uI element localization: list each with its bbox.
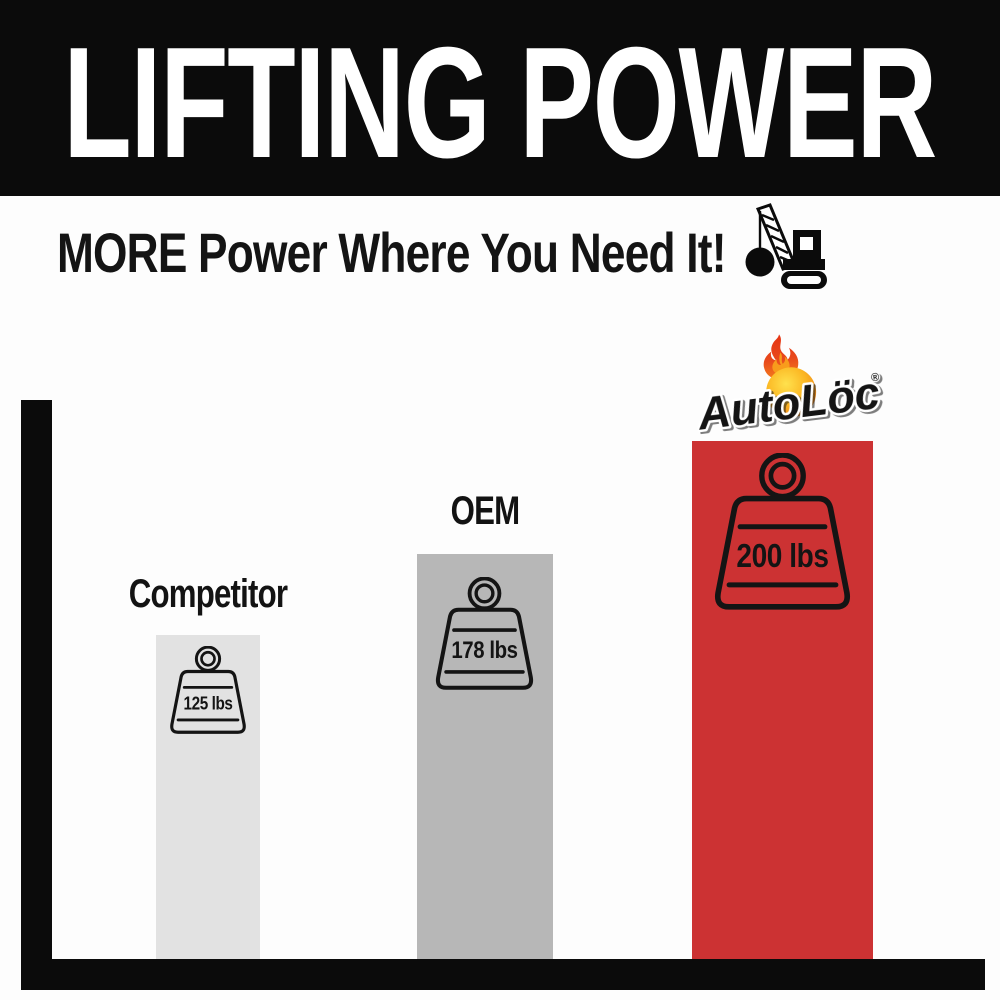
- chart-y-axis: [21, 400, 52, 990]
- brand-name: AutoLöc: [694, 367, 882, 440]
- bar-label-oem: OEM: [450, 489, 521, 533]
- weight-value-oem: 178 lbs: [451, 637, 518, 664]
- weight-icon: 125 lbs: [164, 646, 252, 734]
- bar-label-competitor: Competitor: [128, 572, 288, 616]
- bar-competitor: 125 lbs: [156, 635, 260, 959]
- bar-oem: 178 lbs: [417, 554, 553, 959]
- weight-icon: 200 lbs: [704, 453, 861, 610]
- weight-value-competitor: 125 lbs: [183, 693, 233, 714]
- chart-x-axis: [21, 959, 985, 990]
- weight-icon: 178 lbs: [428, 577, 541, 690]
- header-banner: LIFTING POWER: [0, 0, 1000, 196]
- registered-mark: ®: [870, 371, 880, 384]
- autoloc-logo: AutoLöc ®: [688, 321, 899, 445]
- page-title: LIFTING POWER: [63, 15, 938, 191]
- wrecking-ball-crane-icon: [745, 203, 827, 289]
- weight-value-autoloc: 200 lbs: [736, 536, 829, 574]
- autoloc-wordmark: AutoLöc ®: [693, 364, 885, 442]
- bar-autoloc: 200 lbs: [692, 441, 873, 959]
- subtitle-text: MORE Power Where You Need It!: [57, 221, 726, 284]
